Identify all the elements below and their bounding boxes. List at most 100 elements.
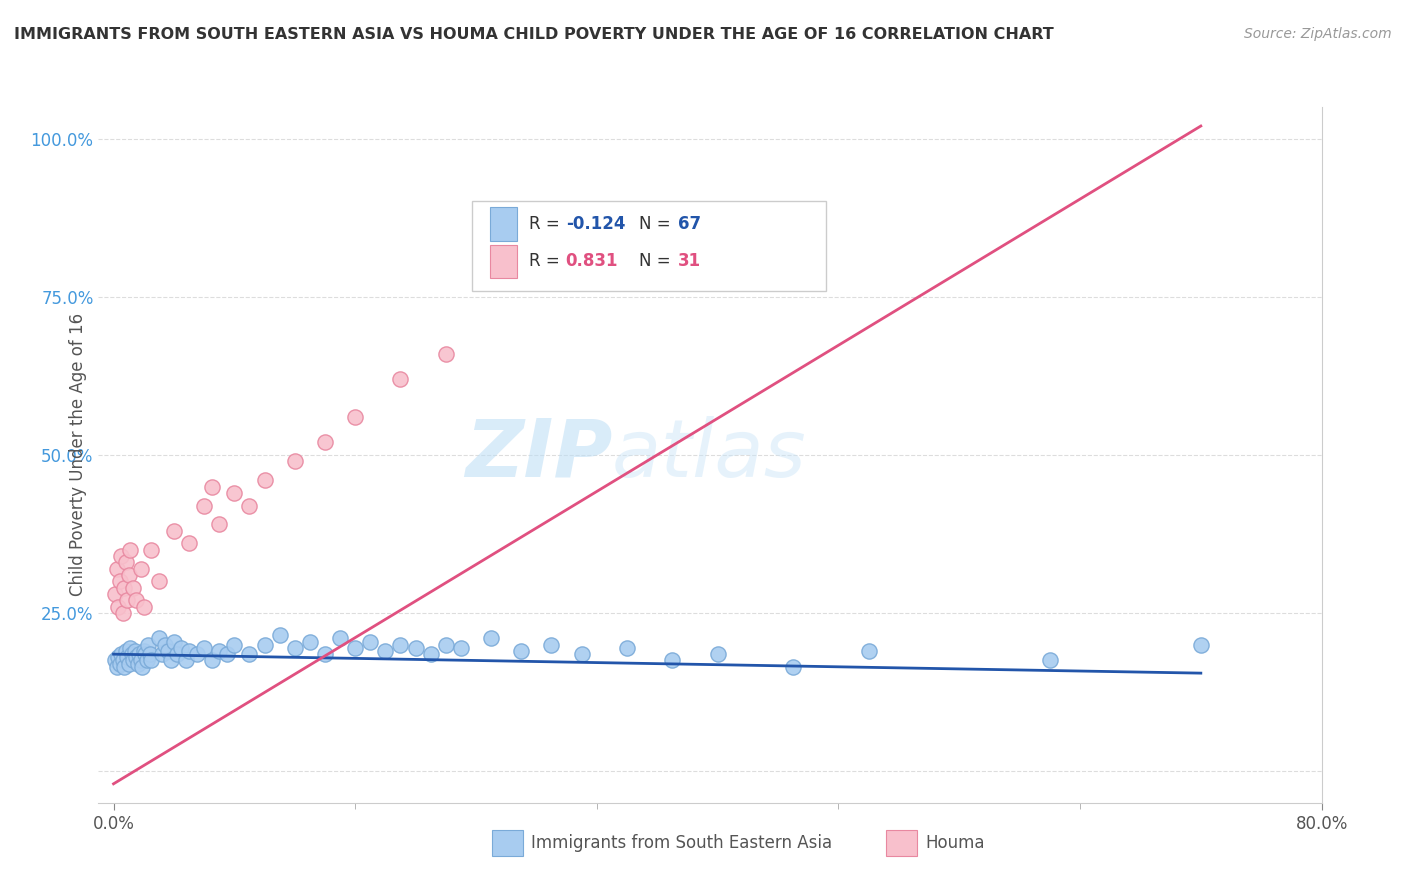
Point [201, 479, 224, 493]
Point [329, 632, 352, 646]
Point [148, 632, 170, 646]
Point [344, 640, 367, 655]
Point [125, 650, 148, 665]
Text: 67: 67 [678, 215, 702, 233]
Text: -0.124: -0.124 [565, 215, 626, 233]
Point [163, 524, 186, 538]
Text: Houma: Houma [925, 834, 984, 852]
Point [434, 347, 457, 361]
Text: R =: R = [529, 215, 565, 233]
Point [419, 647, 441, 661]
Text: atlas: atlas [612, 416, 807, 494]
Point [129, 653, 152, 667]
Text: ZIP: ZIP [465, 416, 612, 494]
Point [107, 650, 129, 665]
Point [114, 644, 136, 658]
Point [139, 647, 162, 661]
Point [238, 647, 260, 661]
Point [359, 634, 381, 648]
Point [110, 549, 132, 563]
FancyBboxPatch shape [489, 244, 517, 278]
Point [1039, 653, 1062, 667]
Point [141, 653, 163, 667]
Point [112, 660, 135, 674]
Text: 31: 31 [678, 252, 702, 270]
Point [616, 640, 638, 655]
Text: Source: ZipAtlas.com: Source: ZipAtlas.com [1244, 27, 1392, 41]
Point [160, 653, 183, 667]
Point [215, 647, 238, 661]
Point [782, 660, 804, 674]
Point [105, 660, 128, 674]
Point [132, 644, 155, 658]
FancyBboxPatch shape [489, 207, 517, 241]
Point [166, 647, 188, 661]
Point [1189, 638, 1212, 652]
Point [434, 638, 457, 652]
Point [128, 647, 150, 661]
Point [314, 435, 336, 450]
Point [120, 640, 142, 655]
Point [858, 644, 880, 658]
Point [105, 562, 128, 576]
Point [111, 653, 134, 667]
Point [208, 517, 231, 532]
Point [121, 647, 143, 661]
Point [571, 647, 593, 661]
Point [156, 644, 179, 658]
Point [344, 409, 367, 424]
Point [108, 574, 131, 589]
Point [114, 556, 136, 570]
Point [389, 638, 412, 652]
Point [298, 634, 321, 648]
Point [174, 653, 197, 667]
Text: N =: N = [640, 215, 676, 233]
Point [269, 628, 291, 642]
Point [374, 644, 396, 658]
Point [141, 542, 163, 557]
Point [117, 657, 139, 671]
Point [131, 660, 153, 674]
Point [135, 653, 157, 667]
Point [253, 473, 276, 487]
Point [661, 653, 683, 667]
Point [110, 647, 132, 661]
Point [170, 640, 193, 655]
Text: N =: N = [640, 252, 676, 270]
Point [134, 647, 156, 661]
Point [224, 638, 246, 652]
Point [115, 650, 138, 665]
Point [163, 634, 186, 648]
Point [148, 574, 170, 589]
Point [253, 638, 276, 652]
Point [108, 657, 131, 671]
Point [238, 499, 260, 513]
Y-axis label: Child Poverty Under the Age of 16: Child Poverty Under the Age of 16 [69, 313, 87, 597]
Point [450, 640, 472, 655]
FancyBboxPatch shape [471, 201, 827, 292]
Point [314, 647, 336, 661]
Point [136, 638, 159, 652]
Point [177, 644, 200, 658]
Point [224, 486, 246, 500]
Text: IMMIGRANTS FROM SOUTH EASTERN ASIA VS HOUMA CHILD POVERTY UNDER THE AGE OF 16 CO: IMMIGRANTS FROM SOUTH EASTERN ASIA VS HO… [14, 27, 1054, 42]
Point [122, 581, 145, 595]
Point [129, 562, 152, 576]
Point [111, 606, 134, 620]
Point [104, 653, 127, 667]
Point [201, 653, 224, 667]
Point [389, 372, 412, 386]
Point [125, 593, 148, 607]
Point [115, 593, 138, 607]
Point [284, 640, 307, 655]
Point [193, 640, 215, 655]
Point [150, 647, 173, 661]
Point [107, 599, 129, 614]
Text: R =: R = [529, 252, 565, 270]
Point [405, 640, 427, 655]
Text: Immigrants from South Eastern Asia: Immigrants from South Eastern Asia [531, 834, 832, 852]
Point [177, 536, 200, 550]
Point [631, 208, 654, 222]
Point [127, 657, 149, 671]
Point [193, 499, 215, 513]
